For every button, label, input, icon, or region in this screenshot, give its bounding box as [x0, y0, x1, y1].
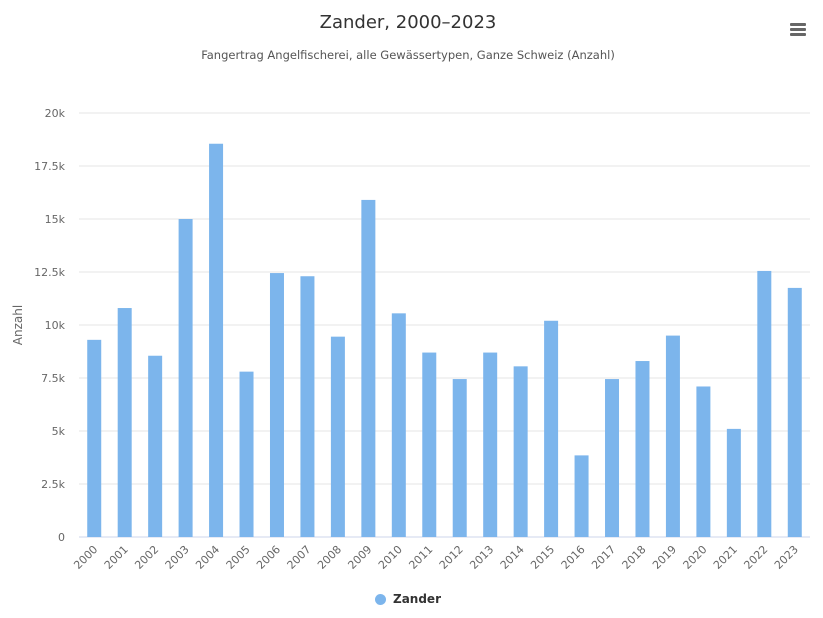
bar-2008[interactable]: [330, 336, 345, 537]
bar-2013[interactable]: [483, 352, 498, 537]
bar-2003[interactable]: [178, 219, 193, 537]
legend-dot-icon: [375, 593, 386, 605]
bar-2015[interactable]: [544, 320, 559, 537]
bar-2018[interactable]: [635, 361, 650, 537]
x-tick-label: 2016: [559, 543, 588, 572]
x-tick-label: 2002: [132, 543, 161, 572]
legend-label: Zander: [393, 592, 441, 606]
x-tick-label: 2012: [437, 543, 466, 572]
bar-2012[interactable]: [452, 379, 467, 537]
bar-2005[interactable]: [239, 371, 254, 537]
y-tick-label: 15k: [45, 213, 66, 226]
x-tick-label: 2015: [528, 543, 557, 572]
x-tick-label: 2023: [772, 543, 801, 572]
y-tick-label: 5k: [52, 425, 66, 438]
y-tick-label: 12.5k: [34, 266, 65, 279]
x-tick-label: 2019: [650, 543, 679, 572]
x-tick-label: 2010: [376, 543, 405, 572]
bar-2002[interactable]: [148, 355, 163, 537]
x-tick-label: 2014: [498, 543, 527, 572]
bar-2007[interactable]: [300, 276, 315, 537]
legend-item-zander[interactable]: Zander: [375, 592, 441, 606]
y-tick-label: 17.5k: [34, 160, 65, 173]
bar-2014[interactable]: [513, 366, 528, 537]
bar-2020[interactable]: [696, 386, 711, 537]
x-tick-label: 2011: [406, 543, 435, 572]
x-tick-label: 2001: [102, 543, 131, 572]
x-tick-label: 2017: [589, 543, 618, 572]
x-tick-label: 2022: [741, 543, 770, 572]
gridlines: [79, 112, 810, 538]
y-axis-ticks: 0 2.5k 5k 7.5k 10k 12.5k 15k 17.5k 20k: [34, 107, 65, 544]
x-tick-label: 2005: [224, 543, 253, 572]
x-tick-label: 2008: [315, 543, 344, 572]
x-tick-label: 2021: [711, 543, 740, 572]
bar-2010[interactable]: [391, 313, 406, 537]
y-tick-label: 0: [58, 531, 65, 544]
chart-subtitle: Fangertrag Angelfischerei, alle Gewässer…: [201, 48, 615, 62]
hamburger-menu-icon[interactable]: [787, 20, 809, 40]
bar-2023[interactable]: [787, 287, 802, 537]
bar-2006[interactable]: [269, 273, 284, 537]
bar-2019[interactable]: [665, 335, 680, 537]
x-tick-label: 2018: [620, 543, 649, 572]
x-tick-label: 2004: [193, 543, 222, 572]
bar-2001[interactable]: [117, 308, 132, 537]
bar-2011[interactable]: [422, 352, 437, 537]
bar-2017[interactable]: [605, 379, 620, 537]
x-tick-label: 2006: [254, 543, 283, 572]
y-tick-label: 20k: [45, 107, 66, 120]
bar-2022[interactable]: [757, 270, 772, 537]
chart-title: Zander, 2000–2023: [319, 12, 497, 33]
y-tick-label: 7.5k: [41, 372, 65, 385]
bars: [87, 143, 802, 538]
x-tick-label: 2009: [345, 543, 374, 572]
x-tick-label: 2013: [467, 543, 496, 572]
x-tick-label: 2020: [681, 543, 710, 572]
x-tick-label: 2007: [285, 543, 314, 572]
bar-2004[interactable]: [209, 143, 224, 538]
y-tick-label: 10k: [45, 319, 66, 332]
y-axis-label: Anzahl: [11, 305, 25, 345]
bar-2021[interactable]: [726, 428, 741, 537]
legend: Zander: [0, 592, 816, 608]
bar-2009[interactable]: [361, 199, 376, 538]
x-axis-ticks: 2000 2001 2002 2003 2004 2005 2006 2007 2008 2009…: [71, 543, 801, 572]
x-tick-label: 2000: [71, 543, 100, 572]
bar-2016[interactable]: [574, 455, 589, 537]
x-tick-label: 2003: [163, 543, 192, 572]
y-tick-label: 2.5k: [41, 478, 65, 491]
bar-2000[interactable]: [87, 339, 102, 537]
